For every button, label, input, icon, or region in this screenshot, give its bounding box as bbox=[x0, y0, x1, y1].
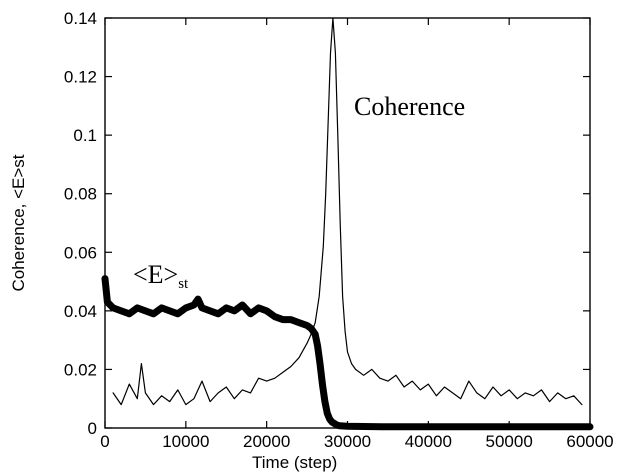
series-line-coherence bbox=[112, 17, 583, 406]
y-tick-label: 0.1 bbox=[73, 126, 97, 145]
x-tick-label: 20000 bbox=[243, 432, 290, 451]
y-tick-label: 0.06 bbox=[64, 243, 97, 262]
x-tick-label: 10000 bbox=[162, 432, 209, 451]
x-tick-label: 30000 bbox=[324, 432, 371, 451]
energy-annotation-main: <E> bbox=[133, 260, 178, 289]
x-tick-label: 0 bbox=[100, 432, 109, 451]
energy-annotation-sub: st bbox=[178, 276, 189, 292]
axis-ticks: 0 10000 20000 30000 40000 50000 60000 0 0.02 0.04… bbox=[64, 9, 614, 451]
series-line-energy bbox=[101, 275, 594, 431]
series-layer bbox=[101, 17, 594, 431]
x-axis-label: Time (step) bbox=[252, 453, 337, 472]
x-tick-label: 60000 bbox=[566, 432, 613, 451]
x-tick-label: 50000 bbox=[486, 432, 533, 451]
y-tick-label: 0.14 bbox=[64, 9, 97, 28]
plot-frame bbox=[104, 17, 591, 429]
y-axis-label: Coherence, <E>st bbox=[9, 154, 28, 291]
energy-annotation: <E>st bbox=[133, 260, 189, 292]
y-tick-label: 0.02 bbox=[64, 360, 97, 379]
y-tick-label: 0 bbox=[88, 419, 97, 438]
y-tick-label: 0.08 bbox=[64, 185, 97, 204]
y-tick-label: 0.12 bbox=[64, 68, 97, 87]
coherence-annotation: Coherence bbox=[354, 92, 465, 121]
y-tick-label: 0.04 bbox=[64, 302, 97, 321]
x-tick-label: 40000 bbox=[405, 432, 452, 451]
